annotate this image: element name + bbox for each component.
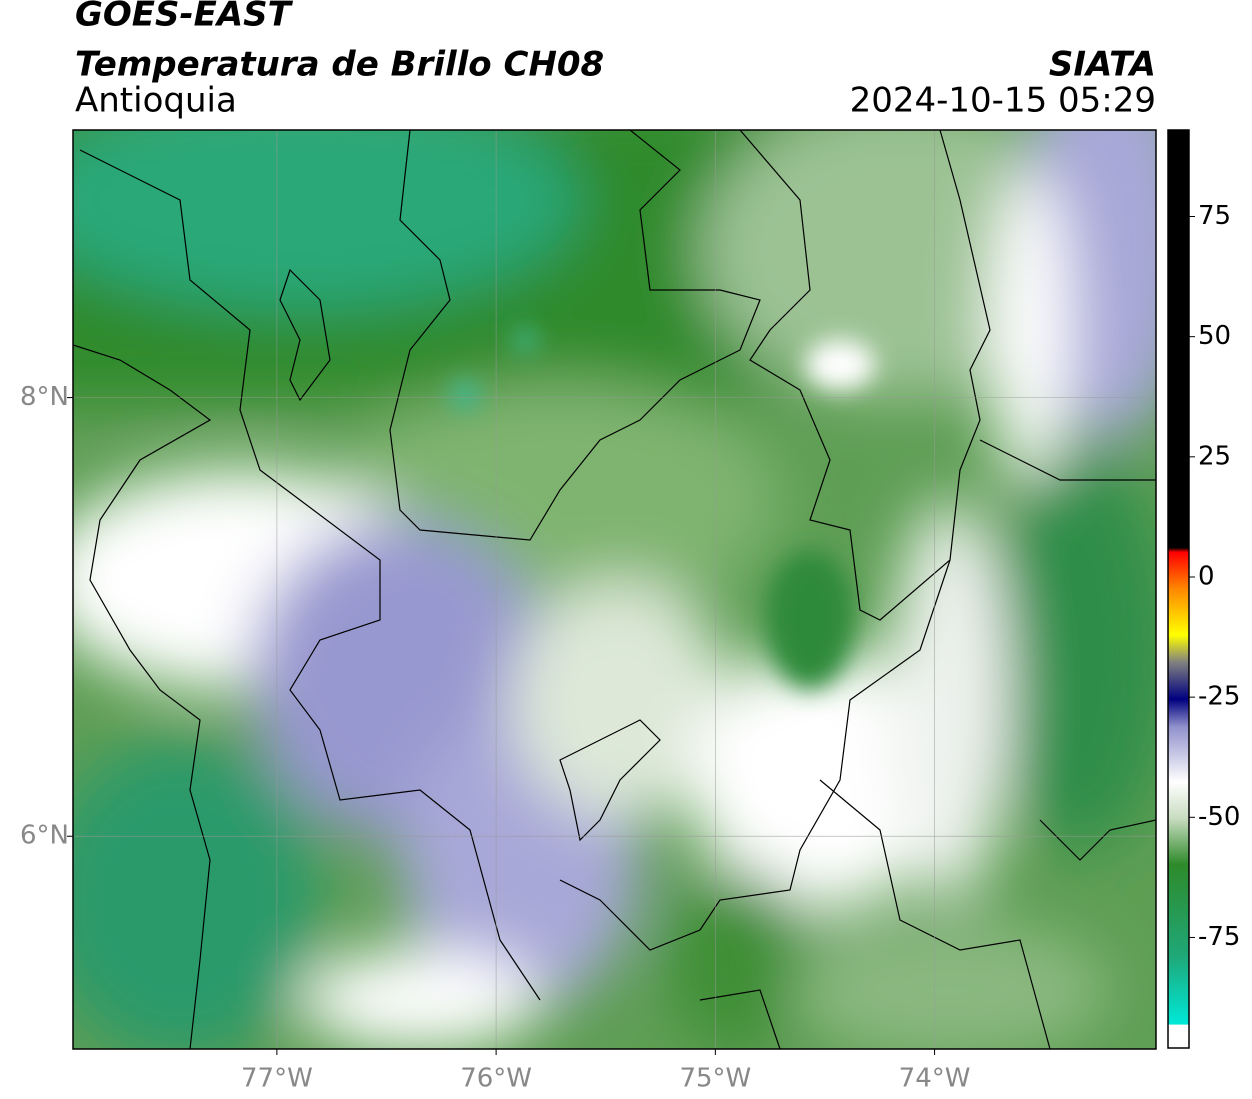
colorbar (1167, 129, 1190, 1049)
x-tick-label: 77°W (241, 1064, 313, 1094)
colorbar-tick-label: -50 (1198, 802, 1240, 832)
colorbar-tick-label: 50 (1198, 321, 1231, 351)
colorbar-tick-label: 25 (1198, 441, 1231, 471)
satellite-image (73, 130, 1156, 1049)
timestamp: 2024-10-15 05:29 (850, 81, 1156, 121)
colorbar-tick-label: 75 (1198, 201, 1231, 231)
map-frame (72, 129, 1157, 1050)
subtitle: Temperatura de Brillo CH08 (75, 45, 604, 85)
x-tick-label: 74°W (899, 1064, 971, 1094)
colorbar-tick-label: 0 (1198, 561, 1215, 591)
region: Antioquia (75, 81, 237, 121)
colorbar-tick-label: -75 (1198, 922, 1240, 952)
y-tick-label: 6°N (20, 821, 69, 851)
y-tick-label: 8°N (20, 382, 69, 412)
source: SIATA (1049, 45, 1156, 85)
x-tick-label: 76°W (460, 1064, 532, 1094)
x-tick-label: 75°W (679, 1064, 751, 1094)
colorbar-tick-label: -25 (1198, 682, 1240, 712)
title: GOES-EAST (75, 0, 294, 35)
